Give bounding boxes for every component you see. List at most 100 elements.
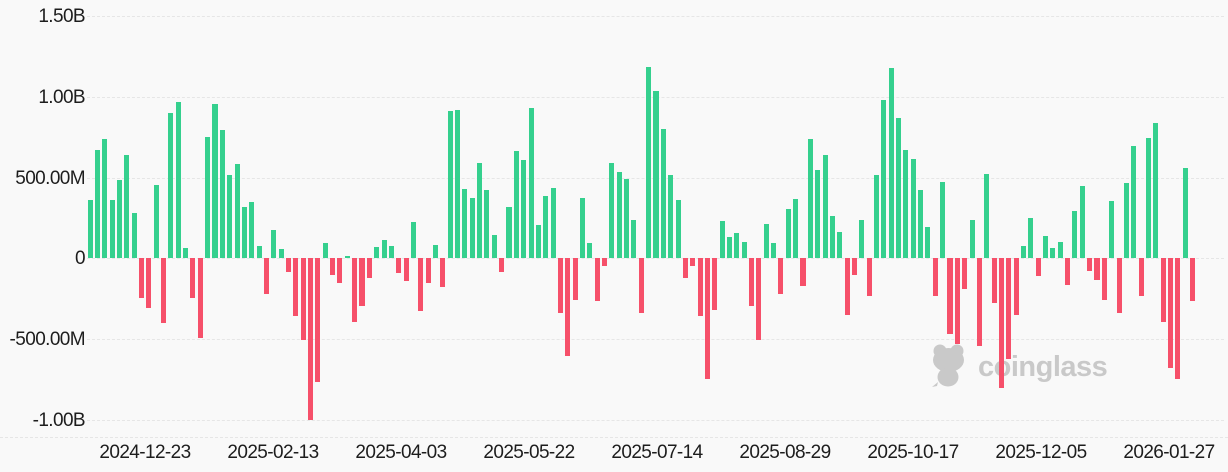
bar-positive[interactable] bbox=[227, 175, 233, 258]
bar-negative[interactable] bbox=[1065, 258, 1071, 285]
bar-positive[interactable] bbox=[940, 181, 946, 258]
bar-negative[interactable] bbox=[300, 258, 306, 340]
bar-negative[interactable] bbox=[425, 258, 431, 284]
bar-negative[interactable] bbox=[440, 258, 446, 288]
bar-positive[interactable] bbox=[888, 67, 894, 258]
bar-positive[interactable] bbox=[873, 174, 880, 258]
bar-negative[interactable] bbox=[366, 258, 372, 279]
bar-positive[interactable] bbox=[771, 242, 777, 258]
bar-positive[interactable] bbox=[1072, 211, 1078, 258]
bar-positive[interactable] bbox=[660, 128, 666, 258]
bar-positive[interactable] bbox=[381, 240, 387, 258]
bar-negative[interactable] bbox=[682, 258, 688, 278]
bar-negative[interactable] bbox=[594, 258, 600, 302]
bar-positive[interactable] bbox=[984, 174, 990, 258]
bar-positive[interactable] bbox=[131, 213, 137, 258]
bar-positive[interactable] bbox=[183, 248, 189, 258]
bar-positive[interactable] bbox=[528, 108, 534, 258]
bar-positive[interactable] bbox=[609, 163, 615, 258]
bar-positive[interactable] bbox=[271, 230, 277, 258]
bar-negative[interactable] bbox=[866, 258, 872, 297]
bar-positive[interactable] bbox=[484, 190, 490, 258]
bar-negative[interactable] bbox=[403, 258, 409, 282]
bar-negative[interactable] bbox=[712, 258, 718, 310]
bar-negative[interactable] bbox=[844, 258, 850, 315]
bar-negative[interactable] bbox=[1138, 258, 1144, 297]
bar-negative[interactable] bbox=[557, 258, 563, 313]
bar-positive[interactable] bbox=[550, 188, 556, 258]
bar-positive[interactable] bbox=[477, 163, 483, 258]
bar-negative[interactable] bbox=[998, 258, 1004, 388]
bar-positive[interactable] bbox=[910, 159, 916, 258]
bar-positive[interactable] bbox=[1131, 146, 1137, 258]
bar-positive[interactable] bbox=[734, 233, 740, 258]
bar-positive[interactable] bbox=[793, 199, 799, 258]
bar-positive[interactable] bbox=[1123, 182, 1129, 258]
bar-negative[interactable] bbox=[330, 258, 336, 275]
bar-positive[interactable] bbox=[1182, 168, 1188, 258]
bar-positive[interactable] bbox=[616, 171, 622, 258]
bar-positive[interactable] bbox=[241, 207, 247, 258]
bar-negative[interactable] bbox=[315, 258, 321, 382]
bar-negative[interactable] bbox=[1035, 258, 1041, 277]
bar-positive[interactable] bbox=[726, 237, 733, 258]
bar-positive[interactable] bbox=[763, 223, 769, 258]
bar-negative[interactable] bbox=[1160, 258, 1166, 323]
bar-positive[interactable] bbox=[1020, 246, 1027, 258]
bar-positive[interactable] bbox=[116, 180, 122, 258]
bar-positive[interactable] bbox=[896, 118, 902, 258]
bar-positive[interactable] bbox=[374, 246, 380, 258]
bar-positive[interactable] bbox=[432, 245, 439, 258]
bar-positive[interactable] bbox=[109, 199, 115, 258]
bar-positive[interactable] bbox=[102, 138, 108, 258]
bar-positive[interactable] bbox=[1050, 247, 1056, 258]
bar-negative[interactable] bbox=[337, 258, 343, 284]
bar-positive[interactable] bbox=[521, 160, 527, 258]
bar-positive[interactable] bbox=[205, 136, 211, 258]
bar-negative[interactable] bbox=[190, 258, 196, 298]
bar-positive[interactable] bbox=[1079, 185, 1085, 258]
bar-positive[interactable] bbox=[212, 103, 218, 258]
bar-negative[interactable] bbox=[638, 258, 644, 313]
bar-positive[interactable] bbox=[469, 198, 475, 258]
bar-negative[interactable] bbox=[954, 258, 960, 345]
bar-positive[interactable] bbox=[491, 235, 497, 258]
bar-positive[interactable] bbox=[322, 242, 328, 258]
bar-positive[interactable] bbox=[822, 154, 828, 258]
bar-negative[interactable] bbox=[704, 258, 710, 380]
bar-negative[interactable] bbox=[947, 258, 953, 335]
bar-positive[interactable] bbox=[256, 245, 262, 258]
bar-negative[interactable] bbox=[293, 258, 299, 317]
bar-positive[interactable] bbox=[249, 202, 255, 258]
bar-positive[interactable] bbox=[918, 189, 924, 258]
bar-positive[interactable] bbox=[903, 149, 909, 258]
bar-negative[interactable] bbox=[572, 258, 578, 300]
bar-positive[interactable] bbox=[153, 185, 159, 258]
bar-positive[interactable] bbox=[410, 222, 416, 258]
bar-positive[interactable] bbox=[1057, 242, 1063, 258]
bar-negative[interactable] bbox=[756, 258, 762, 340]
bar-positive[interactable] bbox=[925, 227, 931, 258]
bar-negative[interactable] bbox=[499, 258, 505, 272]
bar-positive[interactable] bbox=[969, 219, 975, 258]
bar-positive[interactable] bbox=[1145, 137, 1151, 258]
bar-positive[interactable] bbox=[168, 112, 174, 258]
bar-positive[interactable] bbox=[1028, 218, 1034, 258]
bar-negative[interactable] bbox=[778, 258, 784, 295]
bar-negative[interactable] bbox=[1006, 258, 1012, 360]
bar-negative[interactable] bbox=[161, 258, 167, 323]
bar-positive[interactable] bbox=[124, 155, 130, 258]
bar-positive[interactable] bbox=[675, 199, 681, 258]
bar-negative[interactable] bbox=[418, 258, 424, 312]
bar-negative[interactable] bbox=[690, 258, 696, 267]
bar-positive[interactable] bbox=[881, 99, 887, 258]
bar-negative[interactable] bbox=[976, 258, 982, 347]
bar-negative[interactable] bbox=[359, 258, 365, 307]
bar-positive[interactable] bbox=[837, 232, 843, 258]
bar-positive[interactable] bbox=[741, 242, 747, 258]
bar-negative[interactable] bbox=[1175, 258, 1181, 380]
bar-negative[interactable] bbox=[352, 258, 358, 322]
bar-negative[interactable] bbox=[991, 258, 997, 303]
bar-negative[interactable] bbox=[1190, 258, 1196, 302]
bar-positive[interactable] bbox=[278, 249, 284, 258]
